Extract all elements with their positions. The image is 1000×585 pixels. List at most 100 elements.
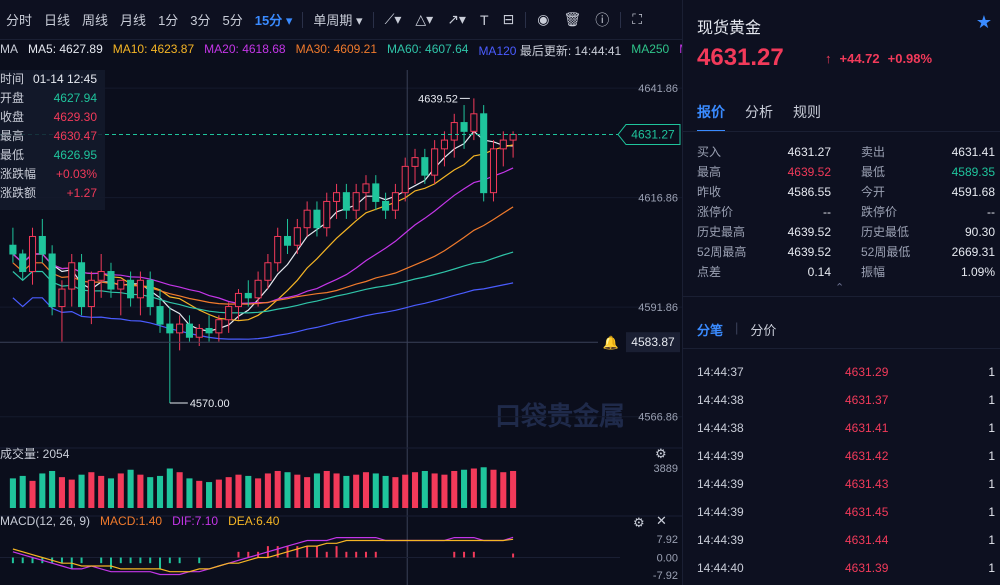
ohlc-row: 涨跌幅 +0.03%	[0, 165, 105, 184]
candle-body	[274, 235, 282, 264]
low-marker: 4570.00	[190, 398, 230, 410]
period-tab-month[interactable]: 月线	[120, 13, 147, 28]
cycle-dropdown[interactable]: 单周期 ▾	[307, 10, 368, 29]
volume-bar	[402, 474, 409, 508]
tick-vol: 1	[988, 505, 995, 519]
candlestick-chart[interactable]: 口袋贵金属 4641.86 4616.86 4591.86 4566.86 4639.5…	[0, 40, 682, 585]
tick-row: 14:44:39 4631.44 1	[697, 526, 997, 554]
volume-bar	[264, 473, 271, 508]
tab-rules[interactable]: 规则	[793, 104, 821, 120]
settings-icon[interactable]: ⚙	[655, 446, 667, 461]
change-value: +44.72	[839, 51, 880, 66]
candle-body	[352, 192, 360, 211]
candle	[117, 279, 125, 316]
eye-icon[interactable]: ◉	[537, 11, 550, 27]
quote-row: 点差 0.14 振幅 1.09%	[697, 262, 995, 282]
quote-key: 52周最高	[697, 245, 747, 259]
period-tab-3min[interactable]: 3分	[190, 13, 211, 28]
volume-bar	[284, 472, 291, 508]
volume-bar	[294, 474, 301, 508]
period-tab-week[interactable]: 周线	[82, 13, 109, 28]
volume-bar	[186, 478, 193, 508]
fullscreen-icon[interactable]: ⛶	[632, 11, 643, 27]
quote-row: 买入 4631.27 卖出 4631.41	[697, 142, 995, 162]
candle-body	[19, 253, 27, 273]
quote-value: --	[987, 205, 995, 219]
candle	[127, 271, 135, 307]
quote-cell: 52周最高 4639.52	[697, 242, 831, 262]
ma-legend: MA MA5: 4627.89 MA10: 4623.87 MA20: 4618.68…	[0, 42, 704, 59]
ruler-icon[interactable]: ⊟	[502, 11, 515, 27]
collapse-icon[interactable]: ⌃	[835, 282, 845, 294]
period-tab-1min[interactable]: 1分	[158, 13, 179, 28]
candle-body	[58, 288, 66, 308]
volume-bar	[206, 482, 213, 508]
volume-bar	[304, 477, 311, 508]
tick-time: 14:44:39	[697, 505, 744, 519]
current-price-label: 4631.27	[631, 128, 675, 142]
draw-line-icon[interactable]: ⟋▾	[384, 11, 402, 27]
divider	[525, 11, 527, 28]
tab-ticks[interactable]: 分笔	[697, 323, 724, 338]
volume-bar	[431, 473, 438, 508]
ma-legend-item: MA10: 4623.87	[113, 42, 194, 59]
volume-bar	[461, 469, 468, 508]
candle-body	[283, 235, 292, 246]
quote-key: 跌停价	[861, 205, 898, 219]
candle	[509, 131, 517, 158]
candle	[391, 183, 399, 219]
quote-value: 90.30	[964, 225, 995, 239]
quote-value: 4639.52	[787, 165, 831, 179]
candle-body	[450, 122, 458, 141]
quote-cell: 今开 4591.68	[861, 182, 995, 202]
candle-body	[480, 113, 488, 194]
ma-value: 4607.64	[425, 42, 469, 56]
quote-key: 最高	[697, 165, 722, 179]
ma-value: 4618.68	[242, 42, 286, 56]
draw-arrow-icon[interactable]: ↗▾	[447, 11, 466, 27]
divider	[372, 11, 374, 28]
macd-settings-icon[interactable]: ⚙	[633, 515, 645, 530]
watermark: 口袋贵金属	[495, 401, 625, 431]
tab-quote[interactable]: 报价	[697, 102, 725, 132]
quote-value: 4631.41	[951, 145, 995, 159]
period-tab-intraday[interactable]: 分时	[6, 13, 33, 28]
ma-legend-item: MA120 最后更新: 14:44:41	[478, 42, 621, 59]
macd-close-icon[interactable]: ✕	[656, 513, 667, 528]
ma-line-ma5	[12, 130, 514, 332]
ma-name: MA5	[28, 42, 53, 56]
candle	[185, 315, 193, 342]
current-price-badge	[617, 124, 681, 146]
volume-bar	[372, 473, 379, 508]
candle	[225, 302, 233, 333]
ohlc-key: 收盘	[0, 110, 25, 124]
tick-time: 14:44:37	[697, 365, 744, 379]
volume-bar	[39, 473, 46, 508]
trash-icon[interactable]: 🗑	[563, 11, 582, 27]
volume-label: 成交量: 2054	[0, 447, 70, 461]
period-tab-day[interactable]: 日线	[44, 13, 71, 28]
tab-price-dist[interactable]: 分价	[750, 323, 777, 338]
period-tab-5min[interactable]: 5分	[222, 13, 243, 28]
period-tab-15min[interactable]: 15分 ▾	[249, 10, 299, 29]
bell-icon[interactable]: 🔔	[603, 335, 619, 350]
candle-body	[225, 306, 233, 321]
quote-cell: 卖出 4631.41	[861, 142, 995, 162]
star-icon[interactable]: ★	[975, 12, 992, 32]
volume-bar	[500, 472, 507, 508]
tick-time: 14:44:39	[697, 449, 744, 463]
high-marker: 4639.52	[418, 93, 458, 105]
tab-analysis[interactable]: 分析	[745, 104, 773, 120]
volume-bar	[274, 470, 281, 508]
tick-price: 4631.41	[845, 421, 889, 435]
info-icon[interactable]: ⓘ	[595, 11, 610, 28]
candle-body	[215, 319, 223, 334]
candle-body	[470, 113, 478, 132]
text-tool-icon[interactable]: T	[479, 11, 489, 28]
last-price: 4631.27	[697, 44, 784, 71]
quote-row: 涨停价 -- 跌停价 --	[697, 202, 995, 222]
candle-body	[460, 122, 468, 132]
draw-triangle-icon[interactable]: △▾	[415, 11, 434, 27]
volume-bar	[353, 474, 360, 508]
quote-row: 最高 4639.52 最低 4589.35	[697, 162, 995, 182]
